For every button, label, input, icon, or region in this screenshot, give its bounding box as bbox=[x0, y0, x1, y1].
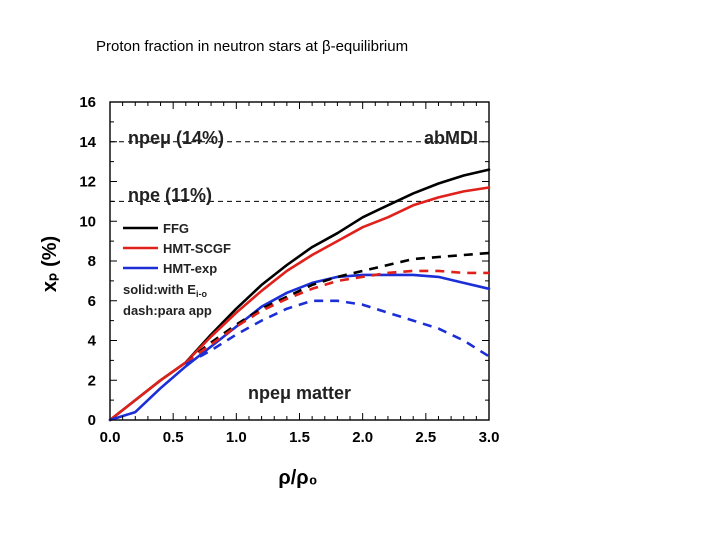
x-tick-label: 2.0 bbox=[352, 429, 373, 446]
slide-title: Proton fraction in neutron stars at β-eq… bbox=[96, 38, 409, 55]
x-tick-label: 1.5 bbox=[289, 429, 310, 446]
x-tick-label: 2.5 bbox=[415, 429, 436, 446]
x-tick-label: 3.0 bbox=[479, 429, 500, 446]
y-tick-label: 16 bbox=[79, 94, 96, 111]
y-tick-label: 6 bbox=[88, 293, 96, 310]
y-tick-label: 8 bbox=[88, 253, 96, 270]
y-tick-label: 12 bbox=[79, 174, 96, 191]
series-line-hmt-exp-dashed bbox=[185, 299, 490, 366]
y-tick-labels: 0 2 4 6 8 10 12 14 16 bbox=[79, 94, 96, 429]
legend-label-ffg: FFG bbox=[163, 221, 189, 236]
y-tick-label: 0 bbox=[88, 412, 96, 429]
axis-ticks bbox=[109, 101, 490, 421]
x-tick-label: 1.0 bbox=[226, 429, 247, 446]
plot-area bbox=[108, 101, 491, 422]
legend-note-solid-main: solid:with E bbox=[123, 282, 196, 297]
series-line-hmt-scgf-solid bbox=[108, 186, 491, 422]
series-line-hmt-scgf-dashed bbox=[185, 269, 489, 364]
x-axis-title: ρ/ρ₀ bbox=[278, 467, 317, 489]
y-axis-title: xₚ (%) bbox=[39, 236, 61, 292]
legend: FFG HMT-SCGF HMT-exp solid:with Ei-o das… bbox=[123, 221, 231, 318]
ref-label-npe: npe (11%) bbox=[128, 185, 212, 205]
matter-annotation: npeμ matter bbox=[248, 383, 351, 403]
legend-note-solid: solid:with Ei-o bbox=[123, 282, 207, 299]
ref-label-npemu: npeμ (14%) bbox=[128, 128, 224, 148]
model-annotation: abMDI bbox=[424, 128, 478, 148]
x-tick-labels: 0.0 0.5 1.0 1.5 2.0 2.5 3.0 bbox=[100, 429, 500, 446]
series-layer bbox=[108, 168, 491, 422]
y-tick-label: 14 bbox=[79, 134, 96, 151]
series-line-ffg-dashed bbox=[184, 251, 490, 364]
y-tick-label: 2 bbox=[88, 372, 96, 389]
x-tick-label: 0.5 bbox=[163, 429, 184, 446]
x-tick-label: 0.0 bbox=[100, 429, 121, 446]
legend-label-hmt-scgf: HMT-SCGF bbox=[163, 241, 231, 256]
legend-note-solid-sub: i-o bbox=[196, 289, 207, 299]
y-tick-label: 4 bbox=[88, 333, 97, 350]
y-tick-label: 10 bbox=[79, 213, 96, 230]
legend-note-dash: dash:para app bbox=[123, 303, 212, 318]
legend-label-hmt-exp: HMT-exp bbox=[163, 261, 217, 276]
series-line-hmt-exp-solid bbox=[108, 273, 491, 422]
